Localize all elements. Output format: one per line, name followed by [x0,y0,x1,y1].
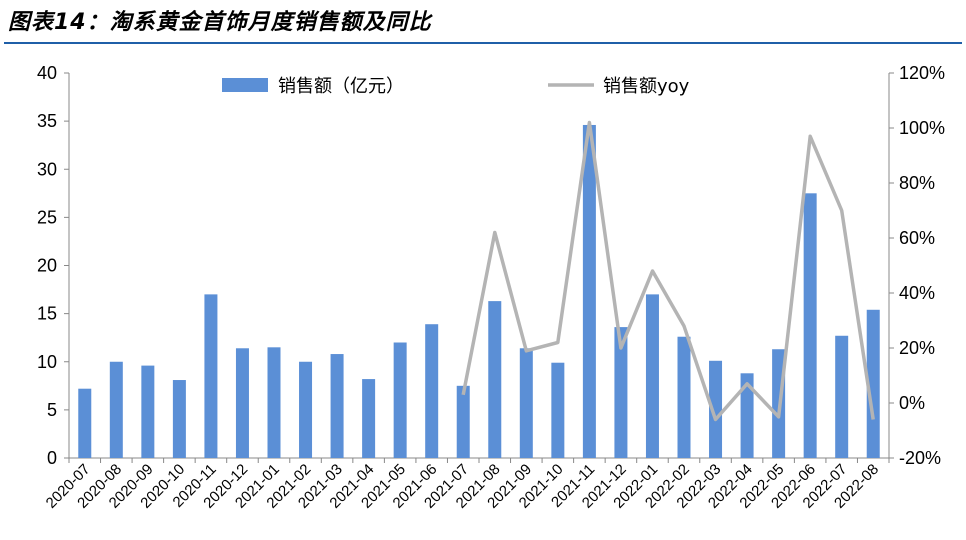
left-tick-label: 10 [37,352,57,372]
left-tick-label: 0 [47,448,57,468]
bar [803,193,817,458]
bar [393,342,407,458]
bar [425,324,439,458]
right-tick-label: -20% [899,448,941,468]
bar [835,335,849,458]
right-tick-label: 120% [899,63,945,83]
bar [582,124,596,458]
bar [141,365,155,458]
bar [645,294,659,458]
right-tick-label: 40% [899,283,935,303]
bar [109,361,123,458]
bar [740,373,754,458]
left-tick-label: 30 [37,159,57,179]
yoy-line [461,120,875,422]
left-tick-label: 25 [37,207,57,227]
bar [677,336,691,458]
left-tick-label: 5 [47,400,57,420]
bar [709,360,723,458]
left-tick-label: 35 [37,111,57,131]
legend-bar-label: 销售额（亿元） [278,76,404,97]
bar [488,301,502,458]
bar [614,327,628,458]
bar [362,379,376,458]
legend-bar-swatch [222,78,268,92]
left-tick-label: 20 [37,256,57,276]
bar [172,380,186,458]
right-tick-label: 80% [899,173,935,193]
bar [456,385,470,458]
bar [267,347,281,458]
chart-title: 图表14：淘系黄金首饰月度销售额及同比 [8,10,432,35]
right-tick-label: 20% [899,338,935,358]
bar [204,294,218,458]
bar [299,361,313,458]
left-tick-label: 40 [37,63,57,83]
right-tick-label: 100% [899,118,945,138]
bar [330,354,344,458]
bar [519,348,533,458]
bar [78,388,92,458]
bar [551,362,565,458]
right-tick-label: 0% [899,393,925,413]
legend-line-label: 销售额yoy [603,76,690,97]
title-divider [4,42,962,44]
right-tick-label: 60% [899,228,935,248]
bar [235,348,249,458]
left-tick-label: 15 [37,304,57,324]
bar [866,309,880,458]
